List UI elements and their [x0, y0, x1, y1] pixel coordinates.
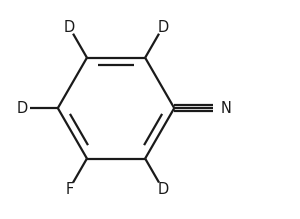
Text: D: D — [64, 19, 75, 35]
Text: D: D — [157, 182, 168, 197]
Text: N: N — [221, 101, 232, 116]
Text: D: D — [157, 19, 168, 35]
Text: F: F — [65, 182, 74, 197]
Text: D: D — [17, 101, 28, 116]
